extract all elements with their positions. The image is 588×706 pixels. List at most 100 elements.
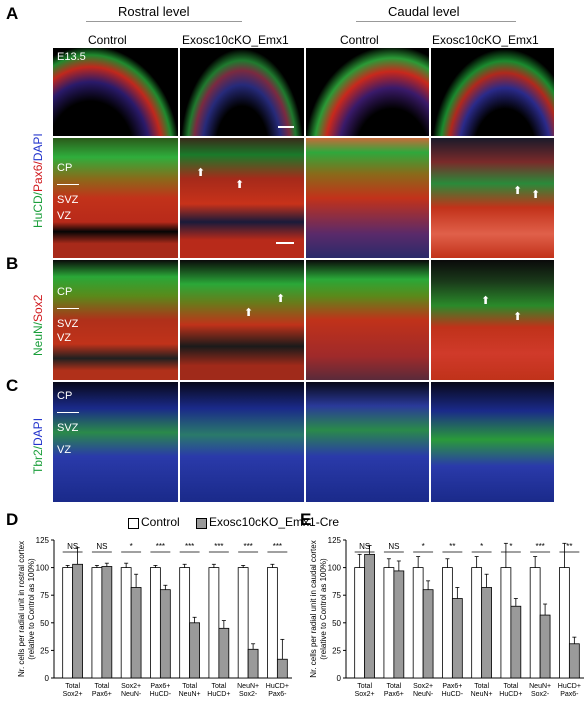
bar-chart-d: 0 25 50 75 100 125 Nr. cells per radial unit i… — [17, 536, 292, 698]
cp-label: CP — [57, 162, 73, 174]
col-control-rostral: Control — [88, 33, 127, 47]
category-label: Total — [474, 683, 489, 690]
caudal-level-header: Caudal level — [388, 4, 460, 19]
bar-ko — [539, 614, 551, 679]
legend-label-ko: Exosc10cKO_Emx1-Cre — [209, 515, 340, 529]
image-b-caudal-control — [306, 260, 429, 380]
arrow-icon: ⬆ — [244, 307, 254, 319]
cp-label: CP — [57, 390, 73, 402]
panel-letter-a: A — [6, 4, 19, 23]
image-c-rostral-ko — [180, 382, 304, 502]
y-axis-label: (relative to Control as 100%) — [319, 558, 328, 660]
arrow-icon: ⬆ — [235, 179, 245, 191]
category-label: Pax6- — [268, 691, 287, 698]
bar-ko — [481, 587, 492, 679]
bar-control — [471, 567, 483, 679]
significance-label: NS — [96, 542, 107, 551]
bar-control — [91, 567, 103, 679]
col-control-caudal: Control — [340, 33, 379, 47]
legend-swatch-control — [128, 518, 139, 529]
y-tick-label: 25 — [40, 646, 49, 655]
vz-label: VZ — [57, 210, 72, 222]
y-tick-label: 0 — [337, 674, 342, 683]
image-b-rostral-control: CP SVZ VZ — [53, 260, 178, 380]
svz-label: SVZ — [57, 318, 79, 330]
cp-boundary — [57, 308, 79, 309]
category-label: Total — [94, 683, 109, 690]
bar-control — [412, 567, 424, 679]
category-label: NeuN- — [121, 691, 142, 698]
caudal-underline — [356, 21, 516, 22]
significance-label: * — [422, 542, 425, 551]
bar-ko — [276, 658, 288, 679]
bar-control — [383, 567, 395, 679]
bar-control — [179, 567, 191, 679]
cp-boundary — [57, 184, 79, 185]
category-label: HuCD+ — [499, 691, 522, 698]
arrow-icon: ⬆ — [513, 311, 523, 323]
legend-label-control: Control — [141, 515, 180, 529]
panel-letter-c: C — [6, 376, 19, 395]
stain-label-c: Tbr2/DAPI — [31, 417, 45, 474]
bar-ko — [451, 598, 463, 679]
svz-label: SVZ — [57, 422, 79, 434]
significance-label: ** — [449, 542, 455, 551]
significance-label: *** — [156, 542, 165, 551]
y-tick-label: 100 — [328, 564, 342, 573]
image-a-caudal-control-zoom — [306, 138, 429, 258]
image-b-rostral-ko: ⬆ ⬆ — [180, 260, 304, 380]
y-tick-label: 75 — [332, 591, 341, 600]
vz-label: VZ — [57, 332, 72, 344]
col-ko-rostral: Exosc10cKO_Emx1 — [182, 33, 289, 47]
cp-label: CP — [57, 286, 73, 298]
significance-label: * — [480, 542, 483, 551]
col-ko-caudal: Exosc10cKO_Emx1 — [432, 33, 539, 47]
y-tick-label: 0 — [45, 674, 50, 683]
bar-ko — [101, 566, 113, 679]
category-label: HuCD- — [150, 691, 172, 698]
bar-ko — [189, 622, 200, 679]
category-label: Total — [503, 683, 518, 690]
category-label: Sox2+ — [355, 691, 375, 698]
y-tick-label: 125 — [328, 536, 342, 545]
significance-label: ** — [566, 542, 572, 551]
image-c-caudal-control — [306, 382, 429, 502]
category-label: Sox2+ — [63, 691, 83, 698]
image-a-caudal-control-overview — [306, 48, 429, 136]
image-a-caudal-ko-overview — [431, 48, 554, 136]
image-a-rostral-control-overview: E13.5 — [53, 48, 178, 136]
category-label: HuCD+ — [558, 683, 581, 690]
bar-ko — [568, 643, 580, 679]
image-a-rostral-ko-overview — [180, 48, 304, 136]
age-label: E13.5 — [57, 51, 86, 63]
bar-ko — [247, 648, 259, 679]
category-label: Total — [386, 683, 401, 690]
significance-label: *** — [185, 542, 194, 551]
significance-label: *** — [214, 542, 223, 551]
image-b-caudal-ko: ⬆ ⬆ — [431, 260, 554, 380]
significance-label: *** — [535, 542, 544, 551]
bar-control — [150, 567, 161, 679]
arrow-icon: ⬆ — [276, 293, 286, 305]
bar-ko — [510, 605, 522, 679]
scale-bar — [276, 242, 294, 244]
significance-label: * — [130, 542, 133, 551]
category-label: Sox2+ — [121, 683, 141, 690]
y-axis-label: Nr. cells per radial unit in caudal cort… — [309, 540, 318, 677]
y-tick-label: 75 — [40, 591, 49, 600]
y-axis-label: Nr. cells per radial unit in rostral cor… — [17, 541, 26, 677]
bar-control — [442, 567, 453, 679]
category-label: Total — [211, 683, 226, 690]
bar-control — [500, 567, 512, 679]
bar-ko — [218, 627, 230, 679]
scale-bar — [278, 126, 294, 128]
category-label: Sox2+ — [413, 683, 433, 690]
y-tick-label: 125 — [36, 536, 50, 545]
y-tick-label: 25 — [332, 646, 341, 655]
bar-chart-e: 0 25 50 75 100 125 Nr. cells per radial unit i… — [309, 536, 584, 698]
bar-ko — [393, 570, 405, 679]
legend-swatch-ko — [196, 518, 207, 529]
arrow-icon: ⬆ — [196, 167, 206, 179]
significance-label: * — [509, 542, 512, 551]
category-label: Total — [65, 683, 80, 690]
